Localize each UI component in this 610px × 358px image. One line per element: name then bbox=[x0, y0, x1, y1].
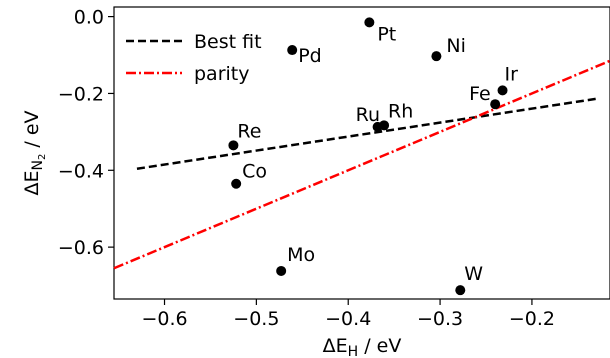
series-lines bbox=[113, 59, 610, 270]
point-label-mo: Mo bbox=[287, 244, 315, 266]
y-tick-label: −0.4 bbox=[58, 160, 104, 182]
x-tick-label: −0.6 bbox=[141, 308, 187, 330]
x-tick-label: −0.2 bbox=[509, 308, 555, 330]
point-pd bbox=[287, 45, 298, 56]
point-ni bbox=[431, 51, 442, 62]
point-re bbox=[228, 140, 239, 151]
y-axis-label-subscript: N bbox=[30, 160, 46, 170]
legend-label-best-fit: Best fit bbox=[194, 31, 262, 53]
point-label-pd: Pd bbox=[298, 45, 322, 67]
plot-frame bbox=[113, 6, 610, 300]
x-tick-label: −0.5 bbox=[233, 308, 279, 330]
point-rh bbox=[379, 120, 390, 131]
y-tick-label: 0.0 bbox=[74, 7, 104, 29]
point-label-pt: Pt bbox=[377, 23, 396, 45]
point-label-ir: Ir bbox=[505, 63, 519, 85]
point-label-w: W bbox=[464, 263, 483, 285]
legend-label-parity: parity bbox=[194, 63, 250, 85]
x-axis-label: ΔEH / eV bbox=[323, 335, 402, 358]
point-w bbox=[455, 285, 466, 296]
y-axis-label: ΔEN2 / eV bbox=[21, 110, 48, 195]
plot-area: −0.6 −0.5 −0.4 −0.3 −0.2 0.0−0.2−0.4−0.6 PtP… bbox=[58, 6, 610, 330]
y-axis-ticks: 0.0 −0.2 −0.4 −0.6 bbox=[58, 7, 114, 259]
y-tick-label: −0.6 bbox=[58, 237, 104, 259]
point-label-re: Re bbox=[237, 120, 261, 142]
y-tick-label: −0.2 bbox=[58, 83, 104, 105]
point-co bbox=[231, 178, 242, 189]
point-label-ru: Ru bbox=[356, 104, 380, 126]
x-tick-label: −0.4 bbox=[325, 308, 371, 330]
legend: Best fit parity bbox=[126, 31, 262, 85]
point-label-fe: Fe bbox=[469, 83, 491, 105]
x-axis-ticks: −0.6 −0.5 −0.4 −0.3 −0.2 bbox=[141, 299, 555, 330]
point-fe bbox=[490, 99, 501, 110]
point-ir bbox=[497, 85, 508, 96]
point-mo bbox=[276, 265, 287, 276]
x-tick-label: −0.3 bbox=[417, 308, 463, 330]
point-label-rh: Rh bbox=[388, 100, 413, 122]
point-label-ni: Ni bbox=[446, 35, 466, 57]
point-label-co: Co bbox=[242, 161, 267, 183]
point-pt bbox=[364, 17, 375, 28]
series-line-best-fit bbox=[136, 97, 597, 170]
scatter-points: Pt Pd Ni Ir Fe Ru Rh Re Co Mo W bbox=[228, 17, 519, 296]
x-axis-label-subscript: H bbox=[348, 344, 359, 358]
series-line-parity bbox=[113, 59, 610, 270]
